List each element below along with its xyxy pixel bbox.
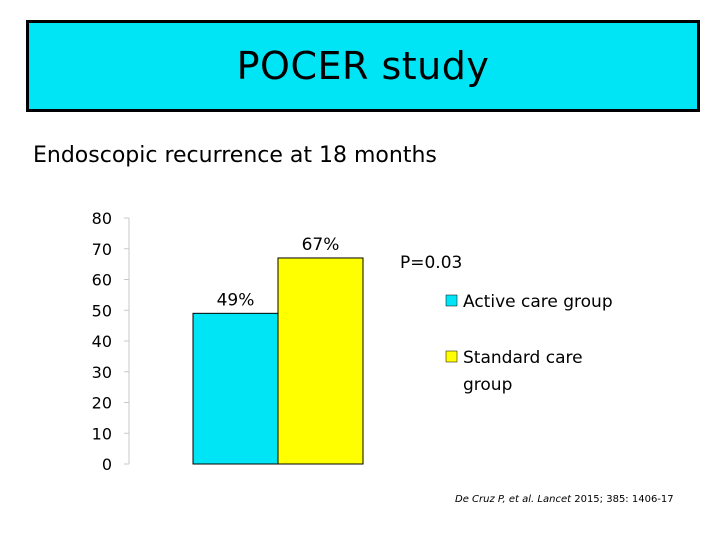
slide-subtitle: Endoscopic recurrence at 18 months bbox=[33, 143, 437, 168]
y-tick-label: 70 bbox=[92, 240, 112, 259]
legend-label: Standard care bbox=[463, 348, 583, 368]
citation-authors: De Cruz P, et al. Lancet bbox=[455, 494, 572, 505]
bar bbox=[277, 257, 364, 465]
legend-label: group bbox=[463, 375, 512, 395]
legend-label: Active care group bbox=[463, 292, 613, 312]
legend-swatch bbox=[445, 294, 458, 307]
y-tick-label: 50 bbox=[92, 301, 112, 320]
y-tick-label: 10 bbox=[92, 424, 112, 443]
title-box: POCER study bbox=[26, 20, 700, 112]
citation-ref: 2015; 385: 1406-17 bbox=[574, 494, 674, 505]
y-tick-label: 0 bbox=[102, 455, 112, 474]
citation: De Cruz P, et al. Lancet 2015; 385: 1406… bbox=[455, 494, 674, 505]
y-tick-label: 60 bbox=[92, 271, 112, 290]
bar bbox=[192, 312, 279, 465]
legend-swatch bbox=[445, 350, 458, 363]
slide-title: POCER study bbox=[236, 44, 490, 88]
y-tick-label: 30 bbox=[92, 363, 112, 382]
y-tick-label: 20 bbox=[92, 394, 112, 413]
bar-data-label: 67% bbox=[302, 235, 340, 255]
bar-data-label: 49% bbox=[217, 290, 255, 310]
p-value-annotation: P=0.03 bbox=[400, 253, 462, 273]
y-tick-label: 40 bbox=[92, 332, 112, 351]
y-tick-label: 80 bbox=[92, 209, 112, 228]
